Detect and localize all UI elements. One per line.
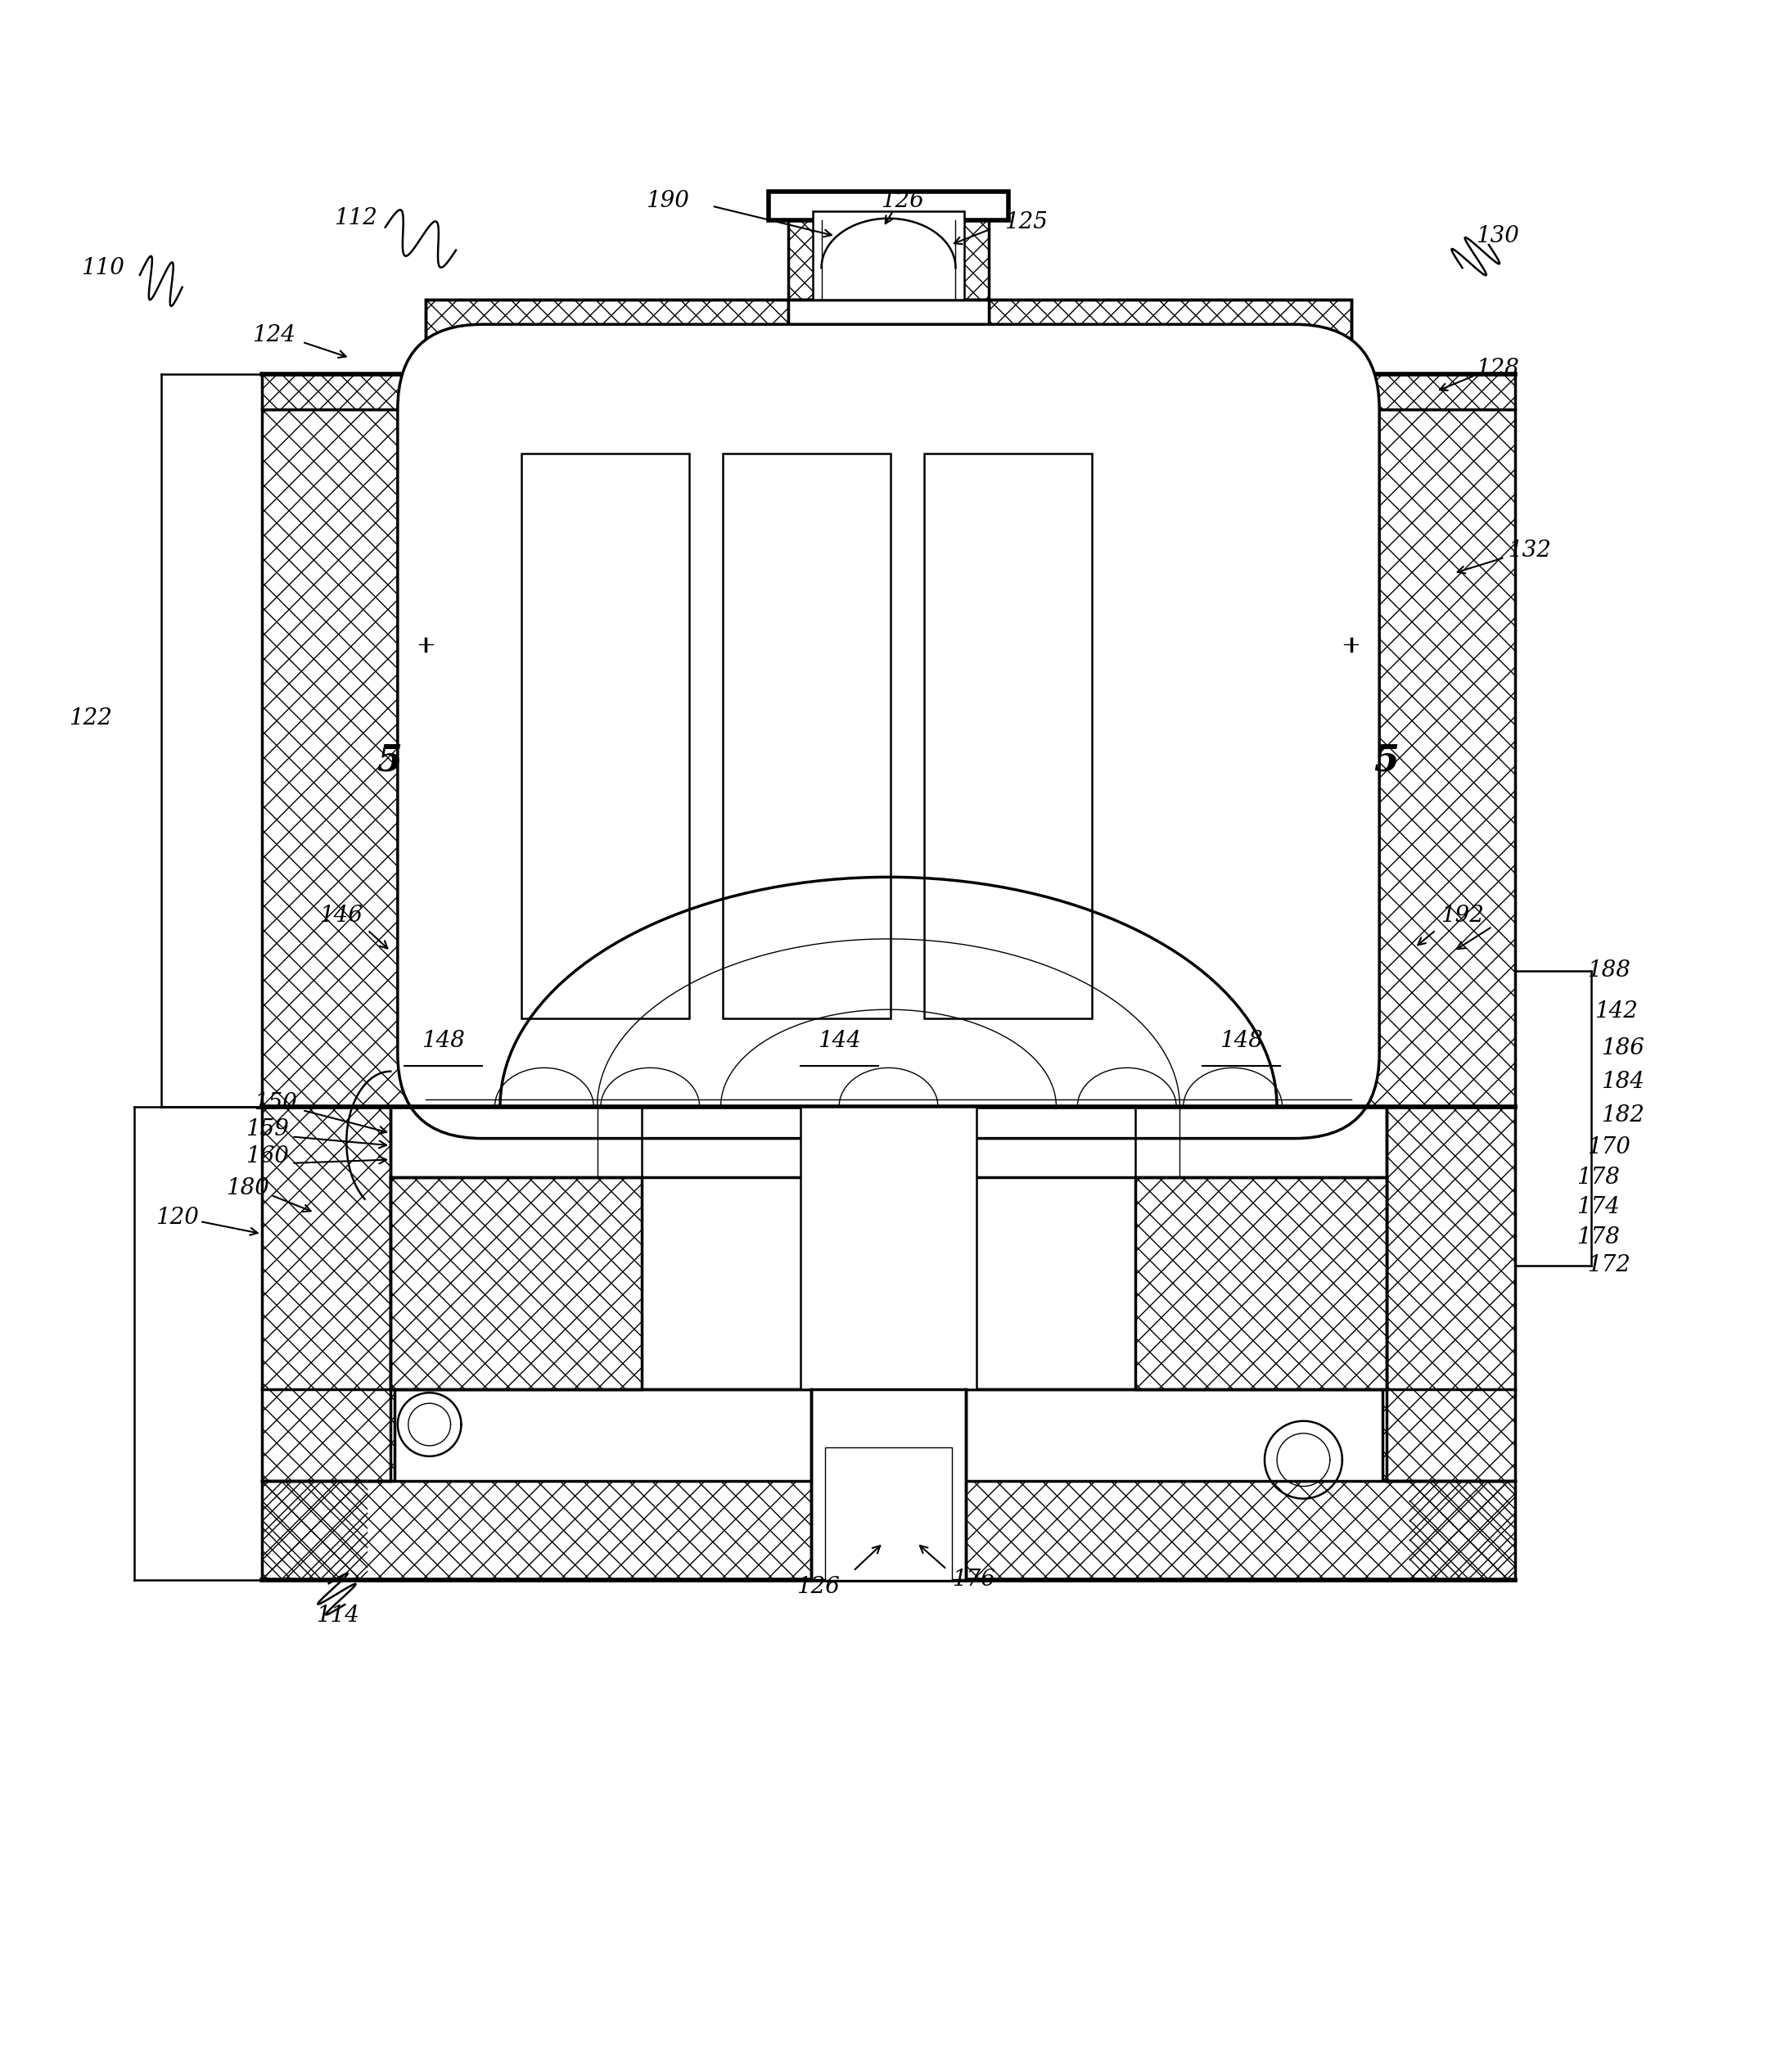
Text: 186: 186 — [1601, 1038, 1646, 1059]
Bar — [768, 193, 1009, 220]
Bar — [990, 300, 1351, 373]
Bar — [1347, 408, 1516, 1106]
Bar — [521, 454, 689, 1017]
Text: 176: 176 — [952, 1569, 995, 1591]
Text: 170: 170 — [1587, 1135, 1631, 1158]
Text: 182: 182 — [1601, 1104, 1646, 1127]
Text: 148: 148 — [421, 1030, 466, 1053]
Bar — [825, 1448, 952, 1581]
Text: 128: 128 — [1477, 358, 1519, 379]
Bar — [1136, 1177, 1386, 1388]
Bar — [426, 300, 787, 373]
Text: 125: 125 — [1004, 211, 1048, 232]
Text: 130: 130 — [1477, 226, 1519, 247]
Text: 110: 110 — [82, 257, 124, 280]
Text: 142: 142 — [1594, 1001, 1638, 1021]
Text: 5: 5 — [377, 744, 402, 779]
Text: 160: 160 — [245, 1146, 288, 1167]
Bar — [800, 1106, 977, 1388]
Bar — [426, 300, 1351, 373]
Bar — [426, 373, 1351, 408]
Bar — [261, 1481, 1516, 1581]
Text: 159: 159 — [245, 1119, 288, 1142]
Text: 124: 124 — [252, 323, 295, 346]
Bar — [924, 454, 1091, 1017]
Text: 112: 112 — [334, 207, 377, 230]
Text: 126: 126 — [796, 1577, 839, 1598]
Bar — [391, 1177, 641, 1388]
Text: 148: 148 — [1221, 1030, 1263, 1053]
Text: 120: 120 — [155, 1206, 199, 1229]
Text: 122: 122 — [69, 707, 112, 729]
Text: 184: 184 — [1601, 1071, 1646, 1092]
Bar — [1347, 373, 1516, 408]
Bar — [787, 207, 869, 300]
Text: 146: 146 — [320, 905, 363, 926]
Bar — [261, 1106, 394, 1481]
Text: 188: 188 — [1587, 959, 1631, 982]
Bar — [1383, 1106, 1516, 1481]
Bar — [787, 300, 990, 373]
Text: 5: 5 — [1374, 744, 1400, 779]
Text: 144: 144 — [817, 1030, 860, 1053]
Bar — [261, 373, 430, 408]
Bar — [812, 211, 965, 300]
Text: 178: 178 — [1576, 1167, 1621, 1189]
Text: 126: 126 — [881, 191, 924, 211]
Text: 172: 172 — [1587, 1254, 1631, 1276]
FancyBboxPatch shape — [398, 325, 1379, 1138]
Bar — [391, 1106, 1386, 1388]
Text: 180: 180 — [226, 1177, 268, 1200]
Text: 178: 178 — [1576, 1227, 1621, 1247]
Text: 190: 190 — [647, 191, 689, 211]
Text: 192: 192 — [1441, 905, 1484, 926]
Text: 132: 132 — [1509, 539, 1551, 562]
Bar — [908, 207, 990, 300]
Bar — [261, 408, 430, 1106]
Text: 114: 114 — [316, 1604, 359, 1627]
Text: 150: 150 — [254, 1092, 297, 1115]
Text: 174: 174 — [1576, 1196, 1621, 1218]
Bar — [723, 454, 890, 1017]
Bar — [810, 1388, 967, 1581]
